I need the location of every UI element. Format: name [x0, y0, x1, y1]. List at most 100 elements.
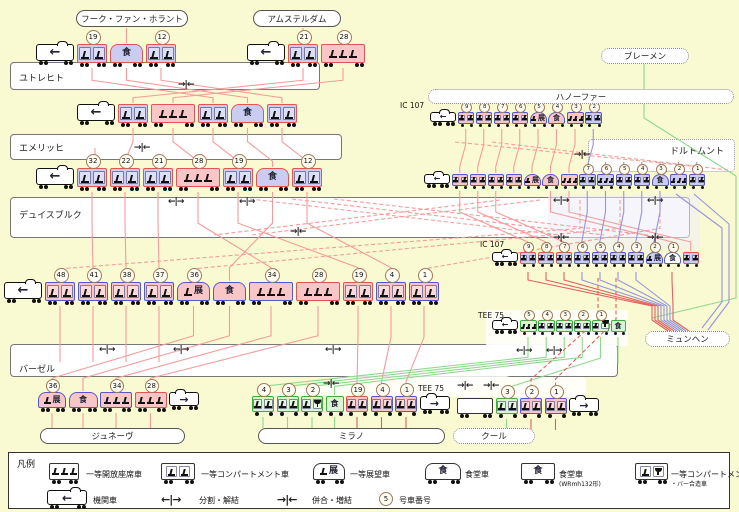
- route-line: [454, 141, 701, 168]
- seat-icon: [488, 177, 494, 182]
- wheel: [513, 330, 517, 334]
- car-number-badge: 19: [85, 30, 101, 45]
- car-obs: 展: [177, 282, 210, 305]
- car-kanji: 食: [669, 253, 676, 262]
- locomotive-icon: →: [569, 395, 599, 416]
- car-number-badge: 34: [110, 379, 124, 393]
- seat-icon: [619, 255, 625, 260]
- car-comp: [682, 252, 699, 267]
- seat-icon: [574, 255, 580, 260]
- wheel: [514, 124, 518, 127]
- wheel: [434, 301, 438, 305]
- car-comp: [537, 252, 554, 267]
- car-number-badge: 12: [300, 154, 316, 169]
- seat-icon: [319, 468, 327, 475]
- seat-icon: [575, 323, 581, 328]
- seat-icon: [641, 469, 649, 476]
- car-dome: 食: [110, 44, 143, 67]
- wheel: [142, 408, 147, 412]
- wheel: [288, 301, 292, 305]
- wheel: [427, 184, 431, 188]
- wheel: [210, 187, 214, 191]
- compartment-window: [407, 399, 416, 409]
- seat-icon: [383, 401, 391, 408]
- car-number-badge: 1: [596, 310, 607, 321]
- wheel: [133, 63, 137, 67]
- wheel: [500, 330, 504, 334]
- wheel: [488, 414, 492, 418]
- wheel: [143, 123, 147, 127]
- car-number-badge: 1: [668, 242, 679, 253]
- car-number-badge: 22: [118, 154, 134, 169]
- wheel: [417, 301, 421, 305]
- wheel: [524, 480, 528, 484]
- seat-icon: [609, 178, 613, 183]
- wheel: [190, 480, 194, 484]
- route-line: [249, 198, 561, 236]
- wheel: [654, 186, 658, 189]
- wheel: [561, 414, 566, 418]
- wheel: [568, 264, 571, 267]
- car-number-badge: 4: [637, 164, 649, 175]
- compartment-window: [94, 285, 106, 298]
- car-comp: [579, 174, 596, 189]
- pantograph-icon: [501, 249, 512, 254]
- wheel: [532, 264, 535, 267]
- split-symbol: ←|→: [239, 197, 255, 207]
- car-open3: [321, 44, 365, 67]
- seat-icon: [586, 115, 592, 120]
- wheel: [691, 186, 695, 189]
- car-open3: [560, 174, 578, 189]
- locomotive-icon: ←: [36, 165, 74, 189]
- car-number-badge: 28: [336, 30, 352, 45]
- car-number-badge: 34: [264, 268, 280, 283]
- wheel: [44, 185, 48, 189]
- legend-label: 分割・解結: [199, 496, 239, 505]
- locomotive-icon: ←: [492, 317, 518, 334]
- compartment-window: [112, 171, 124, 184]
- wheel: [663, 480, 667, 484]
- wheel: [513, 262, 517, 266]
- seat-icon: [601, 255, 607, 260]
- car-number-badge: 4: [257, 383, 271, 397]
- car-number-badge: 32: [85, 154, 101, 169]
- wheel: [269, 412, 273, 416]
- seat-icon: [324, 288, 332, 296]
- car-number-badge: 3: [631, 242, 643, 253]
- seat-icon: [306, 51, 314, 59]
- wheel: [460, 124, 464, 127]
- wheel: [156, 408, 161, 412]
- compartment-window: [627, 255, 635, 261]
- car-comp: [276, 396, 299, 416]
- wheel: [351, 301, 355, 305]
- wheel: [695, 264, 698, 267]
- seat-icon: [625, 177, 631, 182]
- compartment-window: [591, 255, 599, 261]
- wheel: [184, 187, 188, 191]
- car-bar: [635, 463, 668, 484]
- car-comp: [267, 104, 297, 127]
- wheel: [338, 412, 343, 416]
- car-comp: [627, 252, 644, 267]
- compartment-window: [288, 399, 298, 409]
- car-open3: [134, 392, 167, 412]
- car-comp: [111, 282, 141, 305]
- seat-icon: [603, 178, 608, 183]
- compartment-window: [225, 171, 237, 184]
- car-comp: [144, 282, 174, 305]
- car-kanji: 食: [330, 399, 339, 408]
- wheel: [218, 123, 222, 127]
- wheel: [496, 124, 500, 127]
- wheel: [451, 122, 455, 126]
- compartment-window: [47, 285, 59, 298]
- seat-icon: [60, 468, 68, 475]
- wheel: [335, 301, 339, 305]
- wheel: [465, 414, 469, 418]
- car-kanji: 展: [654, 253, 661, 262]
- pantograph-icon: [501, 317, 512, 322]
- locomotive-icon: →: [169, 389, 199, 410]
- car-diner: 食: [521, 463, 555, 484]
- seat-icon: [567, 178, 571, 183]
- car-open3: [566, 112, 584, 127]
- wheel: [313, 63, 317, 67]
